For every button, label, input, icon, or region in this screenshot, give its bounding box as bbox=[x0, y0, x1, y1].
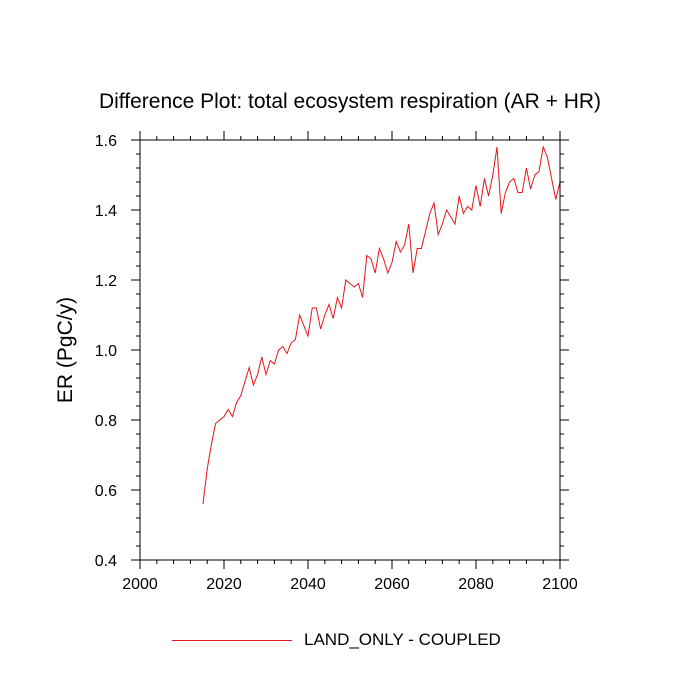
x-tick-label: 2080 bbox=[458, 576, 494, 593]
x-tick-label: 2040 bbox=[290, 576, 326, 593]
y-axis-label: ER (PgC/y) bbox=[54, 297, 77, 403]
y-tick-label: 0.4 bbox=[95, 553, 117, 570]
plot-frame bbox=[139, 139, 561, 561]
axis-ticks bbox=[131, 131, 569, 569]
y-tick-label: 0.6 bbox=[95, 483, 117, 500]
series-line-land-only-coupled bbox=[202, 145, 561, 505]
y-tick-label: 0.8 bbox=[95, 413, 117, 430]
legend: LAND_ONLY - COUPLED bbox=[172, 628, 501, 652]
y-tick-label: 1.2 bbox=[95, 273, 117, 290]
x-tick-label: 2020 bbox=[206, 576, 242, 593]
y-tick-label: 1.6 bbox=[95, 133, 117, 150]
y-tick-label: 1.4 bbox=[95, 203, 117, 220]
legend-label: LAND_ONLY - COUPLED bbox=[304, 630, 501, 649]
x-tick-label: 2000 bbox=[122, 576, 158, 593]
y-tick-label: 1.0 bbox=[95, 343, 117, 360]
axis-tick-labels: 2000 2020 2040 2060 2080 2100 0.4 0.6 0.8 1.0 1.2 1… bbox=[95, 133, 578, 593]
x-tick-label: 2060 bbox=[374, 576, 410, 593]
x-tick-label: 2100 bbox=[542, 576, 578, 593]
chart-title: Difference Plot: total ecosystem respira… bbox=[98, 90, 602, 113]
legend-line-swatch bbox=[172, 639, 292, 641]
